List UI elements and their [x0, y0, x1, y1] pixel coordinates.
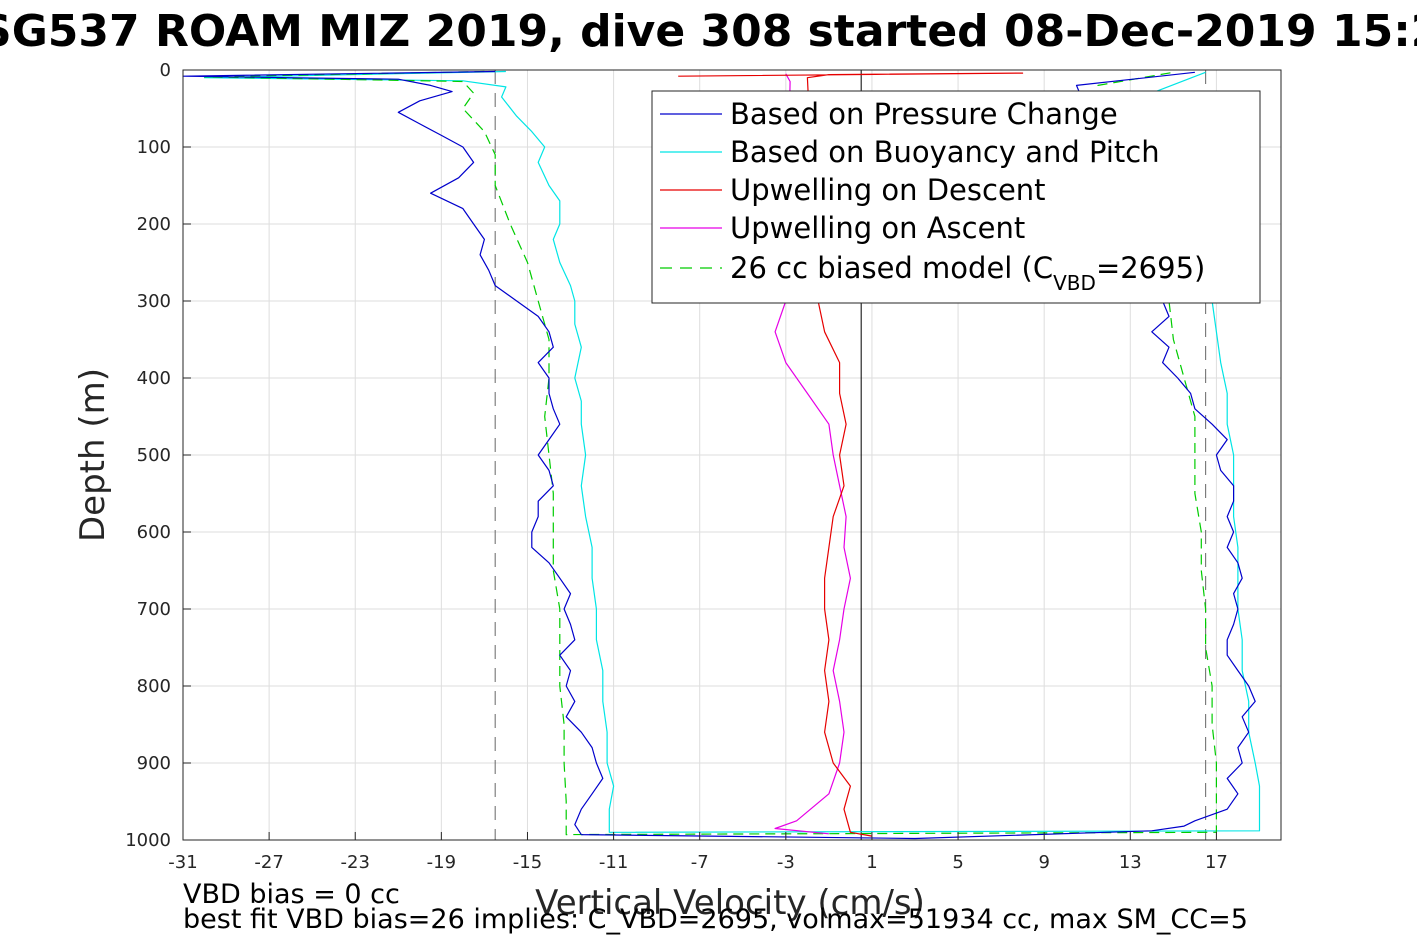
y-tick-label: 600 — [137, 522, 171, 543]
x-tick-label: 5 — [952, 852, 963, 873]
x-tick-label: 1 — [866, 852, 877, 873]
x-tick-label: -31 — [168, 852, 197, 873]
legend: Based on Pressure Change Based on Buoyan… — [651, 90, 1261, 304]
x-tick-label: 13 — [1119, 852, 1142, 873]
y-tick-label: 700 — [137, 599, 171, 620]
x-axis-ticks: -31 -27 -23 -19 -15 -11 -7 -3 1 5 9 13 17 — [168, 832, 1228, 873]
x-tick-label: -15 — [513, 852, 542, 873]
series-line-upwell-ascent — [774, 73, 851, 835]
vbd-bias-note: VBD bias = 0 cc — [183, 879, 400, 910]
x-axis-label: Vertical Velocity (cm/s) — [535, 883, 925, 923]
legend-label-upwelling-ascent: Upwelling on Ascent — [730, 211, 1025, 245]
best-fit-note: best fit VBD bias=26 implies: C_VBD=2695… — [183, 904, 1248, 935]
x-tick-label: -19 — [427, 852, 456, 873]
y-axis-label: Depth (m) — [73, 368, 113, 542]
x-tick-label: -3 — [777, 852, 795, 873]
y-tick-label: 0 — [160, 60, 171, 81]
x-tick-label: 17 — [1205, 852, 1228, 873]
legend-label-buoyancy: Based on Buoyancy and Pitch — [730, 135, 1160, 169]
y-tick-label: 300 — [137, 291, 171, 312]
legend-model-prefix: 26 cc biased model (C — [730, 251, 1053, 285]
x-tick-label: -7 — [691, 852, 709, 873]
x-tick-label: -23 — [341, 852, 370, 873]
y-tick-label: 800 — [137, 676, 171, 697]
x-tick-label: 9 — [1038, 852, 1049, 873]
y-axis-ticks: 0 100 200 300 400 500 600 700 800 900 1000 — [125, 60, 191, 851]
series-line-pressure — [182, 70, 1256, 840]
y-tick-label: 100 — [137, 137, 171, 158]
series-lines — [182, 70, 1261, 840]
y-tick-label: 1000 — [125, 830, 171, 851]
x-tick-label: -11 — [599, 852, 628, 873]
series-line-model — [203, 70, 1217, 836]
legend-model-subscript: VBD — [1053, 271, 1096, 295]
legend-box — [651, 90, 1261, 304]
chart-title: SG537 ROAM MIZ 2019, dive 308 started 08… — [0, 6, 1417, 57]
x-tick-label: -27 — [254, 852, 283, 873]
y-tick-label: 500 — [137, 445, 171, 466]
legend-label-pressure: Based on Pressure Change — [730, 97, 1118, 131]
legend-label-model: 26 cc biased model (CVBD=2695) — [730, 251, 1205, 295]
legend-model-suffix: =2695) — [1096, 251, 1205, 285]
y-tick-label: 400 — [137, 368, 171, 389]
legend-label-upwelling-descent: Upwelling on Descent — [730, 173, 1046, 207]
y-tick-label: 200 — [137, 214, 171, 235]
y-tick-label: 900 — [137, 753, 171, 774]
series-line-buoyancy — [203, 70, 1261, 833]
